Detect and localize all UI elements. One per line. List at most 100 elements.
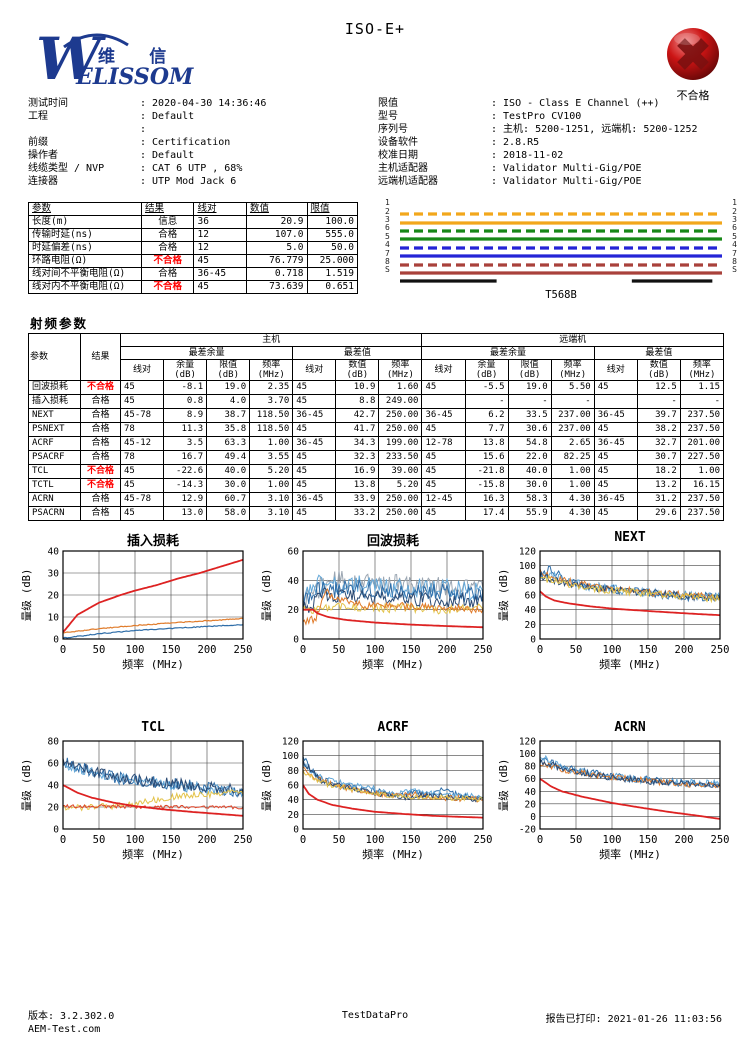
test-info-label: 操作者 <box>28 150 58 161</box>
svg-text:250: 250 <box>474 644 493 656</box>
rf-cell: 38.7 <box>206 408 251 423</box>
svg-text:30: 30 <box>48 569 60 580</box>
summary-param: 时延偏差(ns) <box>27 241 143 255</box>
rf-cell: 34.3 <box>335 436 380 451</box>
rf-result: 合格 <box>80 408 121 423</box>
svg-text:120: 120 <box>282 737 299 748</box>
summary-value: 107.0 <box>245 228 308 242</box>
wiremap-pin-id-left: S <box>385 265 390 275</box>
rf-cell: 30.0 <box>206 478 251 493</box>
wiremap-pin-id-left: 5 <box>385 231 390 241</box>
svg-text:60: 60 <box>288 781 300 792</box>
rf-param: ACRN <box>28 492 81 507</box>
svg-text:20: 20 <box>288 810 300 821</box>
rf-cell: 16.15 <box>679 478 725 493</box>
rf-row: TCL 不合格 45 -22.6 40.0 5.20 45 16.9 39.00 45 -21.8 4… <box>28 464 725 479</box>
wiremap-wire-line <box>400 201 722 216</box>
wiremap-pin-id-left: 7 <box>385 248 390 258</box>
rf-cell: 45 <box>119 464 165 479</box>
summary-param: 环路电阻(Ω) <box>27 254 143 268</box>
device-info-value: : 2.8.R5 <box>491 137 540 148</box>
rf-cell: 3.5 <box>163 436 208 451</box>
wiremap-pin-id-left: 2 <box>385 206 390 216</box>
wiremap-wire-line <box>400 210 722 225</box>
chart-return-loss-series-pair-e <box>303 602 483 615</box>
svg-text:0: 0 <box>530 812 536 823</box>
rf-cell: 36-45 <box>593 436 638 451</box>
svg-text:250: 250 <box>234 644 253 656</box>
rf-param-header: 参数 <box>28 333 81 381</box>
rf-cell: 45-12 <box>119 436 165 451</box>
chart-tcl-xlabel: 频率 (MHz) <box>122 847 184 861</box>
rf-cell: 45 <box>292 506 337 521</box>
rf-cell: 45 <box>292 464 337 479</box>
svg-text:60: 60 <box>525 774 537 785</box>
chart-tcl-title: TCL <box>141 720 165 735</box>
svg-text:0: 0 <box>60 834 66 846</box>
summary-limit: 0.651 <box>306 280 358 294</box>
rf-parameters-table: 参数 结果 主机 远端机 最差余量 最差值 最差余量 最差值 线对 余量 (dB) 限值 (dB) 频… <box>28 333 725 521</box>
test-info-value: : <box>140 124 153 135</box>
rf-cell: 1.00 <box>679 464 725 479</box>
rf-cell: 250.00 <box>378 422 423 437</box>
rf-cell: 7.7 <box>464 422 509 437</box>
svg-text:-20: -20 <box>519 825 536 836</box>
rf-cell: 36-45 <box>421 408 466 423</box>
wiremap-pin-id-right: 2 <box>732 206 737 216</box>
rf-cell: 45 <box>421 422 466 437</box>
rf-cell: 237.50 <box>679 492 725 507</box>
wiremap-pin-id-right: S <box>732 265 737 275</box>
summary-value: 20.9 <box>245 215 308 229</box>
svg-text:100: 100 <box>126 644 145 656</box>
rf-header-groups: 参数 结果 主机 远端机 <box>28 333 724 381</box>
chart-tcl-series-pair-c <box>63 758 243 797</box>
test-info-value: : CAT 6 UTP , 68% <box>140 163 243 174</box>
device-info-label: 限值 <box>378 98 398 109</box>
chart-return-loss-title: 回波损耗 <box>366 534 419 549</box>
rf-cell: 118.50 <box>249 408 294 423</box>
wiremap-standard-label: T568B <box>545 288 577 301</box>
rf-cell: 30.0 <box>507 478 552 493</box>
chart-acrf-xlabel: 频率 (MHz) <box>362 847 424 861</box>
svg-text:0: 0 <box>300 644 306 656</box>
device-info-row: 型号: TestPro CV100 <box>378 110 743 123</box>
footer-printed-timestamp: 报告已打印: 2021-01-26 11:03:56 <box>545 1014 722 1025</box>
rf-cell: 1.00 <box>550 478 595 493</box>
welissom-logo: W 维 信 ELISSOM <box>36 30 226 96</box>
rf-column-header: 余量 (dB) <box>464 359 509 381</box>
summary-result: 合格 <box>141 228 195 242</box>
rf-cell: 233.50 <box>378 450 423 465</box>
test-info-left: 测试时间: 2020-04-30 14:36:46 工程: Default: 前缀… <box>28 97 368 188</box>
rf-subgroup-header: 最差值 <box>292 346 423 360</box>
overall-result-label: 不合格 <box>676 89 710 102</box>
chart-next-ylabel: 量级 (dB) <box>498 569 510 622</box>
summary-limit: 555.0 <box>306 228 358 242</box>
chart-return-loss-series-pair-c <box>303 579 483 605</box>
rf-cell: 3.10 <box>249 492 294 507</box>
device-info-row: 远端机适配器: Validator Multi-Gig/POE <box>378 175 743 188</box>
svg-text:200: 200 <box>675 644 694 656</box>
rf-cell: -22.6 <box>163 464 208 479</box>
rf-cell: - <box>636 394 681 409</box>
chart-tcl-plot: 0 50 100 150 200 250 0 20 40 60 80 量级 (dB) 频率 (MHz) <box>21 737 252 862</box>
device-info-row: 校准日期: 2018-11-02 <box>378 149 743 162</box>
summary-row: 环路电阻(Ω) 不合格 45 76.779 25.000 <box>27 254 358 268</box>
rf-row: 插入损耗 合格 45 0.8 4.0 3.70 45 8.8 249.00- - - - - <box>28 394 725 409</box>
chart-acrf-series-limit <box>303 784 483 819</box>
wiremap-wire-line <box>400 252 722 267</box>
rf-column-header: 线对 <box>119 359 165 381</box>
overall-result-badge: 不合格 <box>664 26 722 103</box>
rf-cell: 33.9 <box>335 492 380 507</box>
rf-cell: 40.0 <box>507 464 552 479</box>
footer-version: 版本: 3.2.302.0 AEM-Test.com <box>28 1010 114 1036</box>
svg-text:0: 0 <box>293 635 299 646</box>
svg-text:0: 0 <box>293 825 299 836</box>
rf-cell: 82.25 <box>550 450 595 465</box>
svg-text:100: 100 <box>603 644 622 656</box>
rf-cell: 13.8 <box>464 436 509 451</box>
svg-text:0: 0 <box>53 635 59 646</box>
rf-cell: 1.00 <box>249 436 294 451</box>
summary-param: 线对内不平衡电阻(Ω) <box>27 280 143 294</box>
rf-param: TCTL <box>28 478 81 493</box>
rf-cell: 250.00 <box>378 408 423 423</box>
